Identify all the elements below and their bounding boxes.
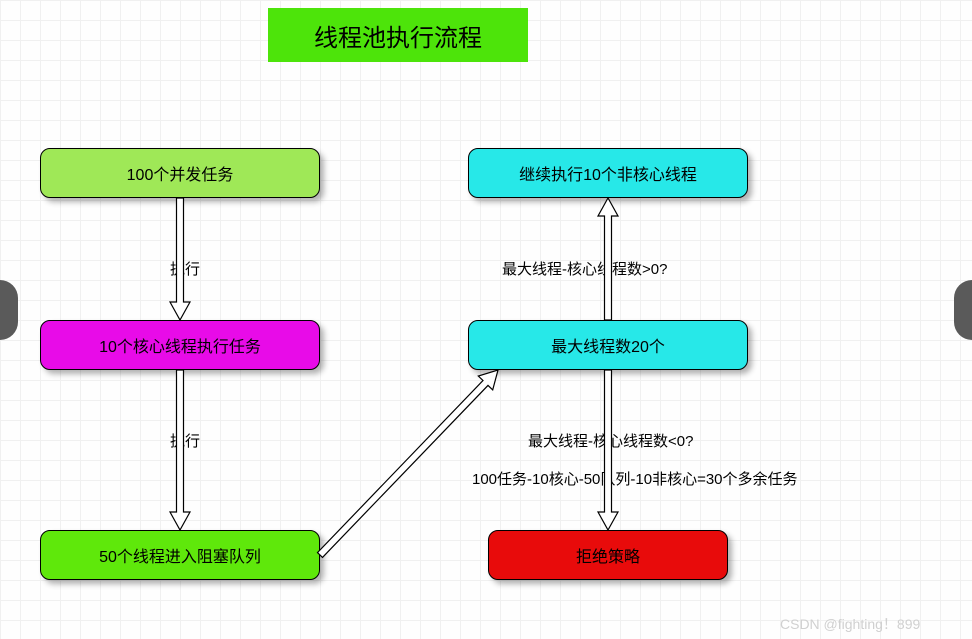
watermark: CSDN @fighting！899 <box>780 614 920 634</box>
node-50-queue: 50个线程进入阻塞队列 <box>40 530 320 580</box>
edge-label-exec-1: 执行 <box>170 258 200 279</box>
node-10-core-threads: 10个核心线程执行任务 <box>40 320 320 370</box>
extra-label-calc: 100任务-10核心-50队列-10非核心=30个多余任务 <box>472 468 798 489</box>
node-reject-policy: 拒绝策略 <box>488 530 728 580</box>
node-100-tasks: 100个并发任务 <box>40 148 320 198</box>
node-10-noncore: 继续执行10个非核心线程 <box>468 148 748 198</box>
left-handle <box>0 280 18 340</box>
right-handle <box>954 280 972 340</box>
node-max-20: 最大线程数20个 <box>468 320 748 370</box>
diagram-title: 线程池执行流程 <box>268 8 528 62</box>
edge-label-exec-2: 执行 <box>170 430 200 451</box>
edge-label-cond-gt0: 最大线程-核心线程数>0? <box>502 258 667 279</box>
edge-label-cond-lt0: 最大线程-核心线程数<0? <box>528 430 693 451</box>
